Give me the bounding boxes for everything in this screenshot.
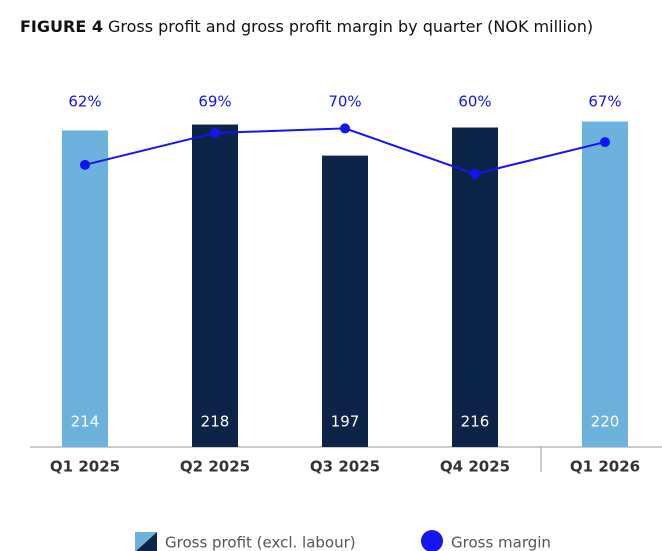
x-tick-label: Q4 2025: [440, 458, 510, 476]
legend-icon: [135, 532, 157, 551]
title-text: Gross profit and gross profit margin by …: [108, 17, 593, 36]
bar: [192, 124, 238, 448]
margin-point: [600, 137, 610, 148]
bar-value-label: 214: [71, 413, 100, 431]
legend-icon: [421, 530, 443, 551]
margin-point: [80, 159, 90, 170]
bar: [322, 155, 368, 447]
figure-label: FIGURE 4: [20, 17, 103, 36]
bar-value-label: 216: [461, 413, 490, 431]
legend-label: Gross profit (excl. labour): [165, 534, 356, 551]
bar: [62, 130, 108, 448]
bar: [582, 121, 628, 447]
bar-value-label: 220: [591, 413, 620, 431]
bar-value-label: 218: [201, 413, 230, 431]
legend-label: Gross margin: [451, 534, 551, 551]
margin-point: [470, 168, 480, 179]
legend-icon: [136, 532, 157, 551]
margin-value-label: 62%: [68, 93, 101, 111]
margin-point: [340, 123, 350, 134]
bar-value-label: 197: [331, 413, 360, 431]
bar: [452, 127, 498, 447]
margin-value-label: 70%: [328, 93, 361, 111]
margin-point: [210, 127, 220, 138]
x-tick-label: Q1 2025: [50, 458, 120, 476]
x-tick-label: Q1 2026: [570, 458, 640, 476]
margin-value-label: 67%: [588, 93, 621, 111]
margin-value-label: 60%: [458, 93, 491, 111]
chart-title: FIGURE 4 Gross profit and gross profit ma…: [20, 17, 593, 36]
margin-value-label: 69%: [198, 93, 231, 111]
x-tick-label: Q2 2025: [180, 458, 250, 476]
x-tick-label: Q3 2025: [310, 458, 380, 476]
